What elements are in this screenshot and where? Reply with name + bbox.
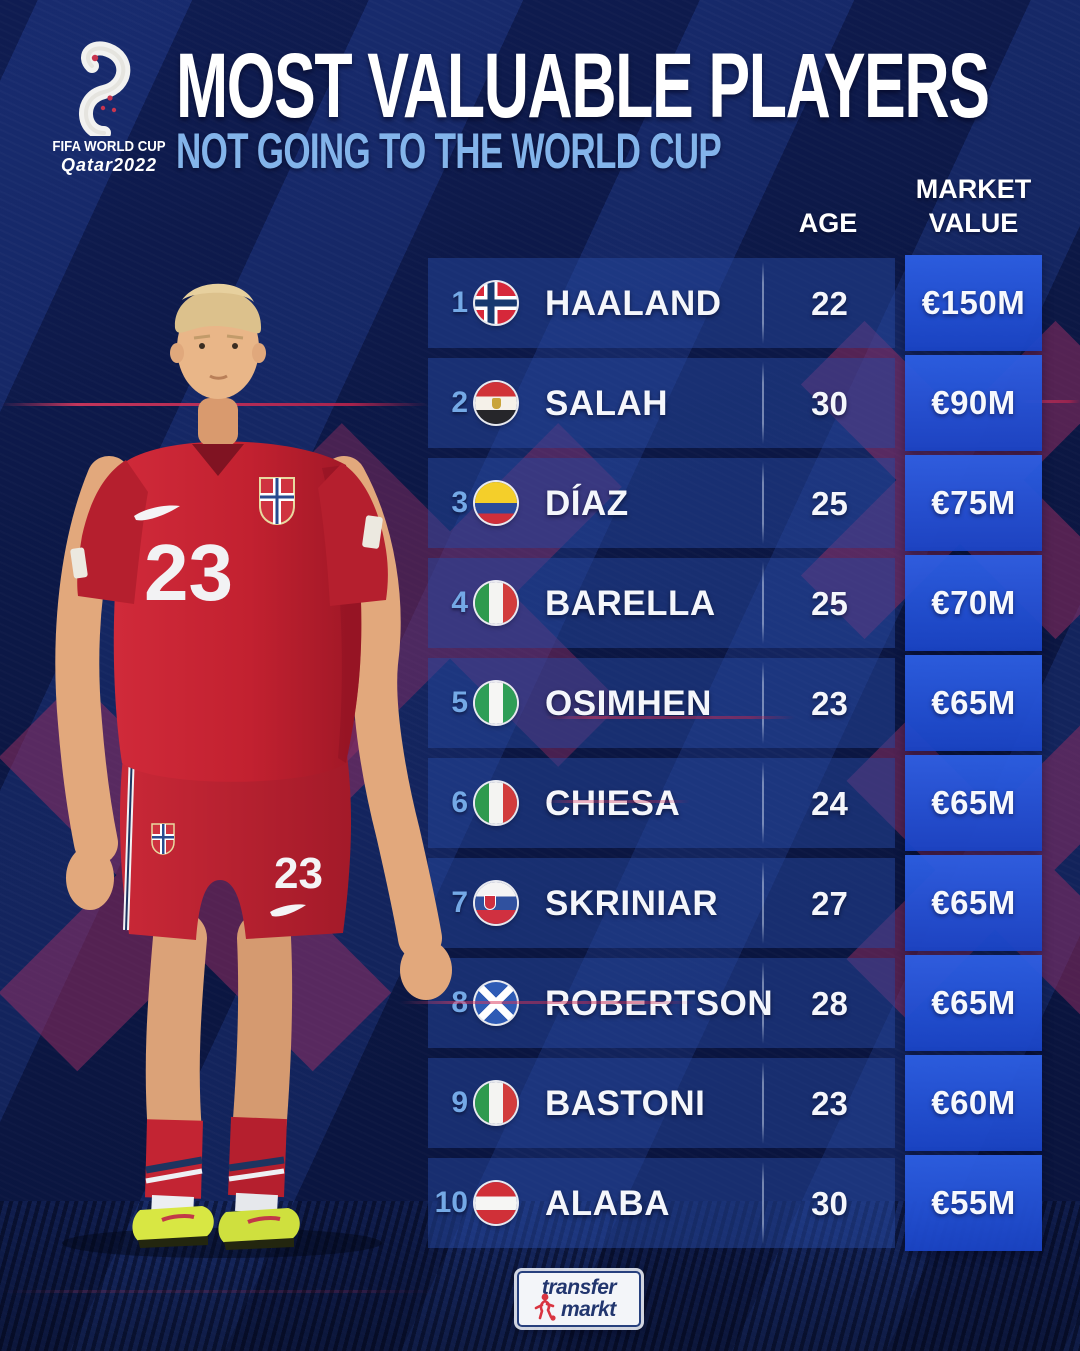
flag-italy-icon <box>475 782 517 824</box>
column-divider <box>762 462 764 544</box>
table-row: 1 HAALAND 22 €150M <box>428 255 1042 351</box>
age-value: 24 <box>811 785 848 822</box>
market-value-badge: €150M <box>905 255 1042 351</box>
market-value-text: €60M <box>931 1084 1016 1121</box>
column-header-age: AGE <box>798 208 858 238</box>
player-photo: 23 23 <box>55 283 452 1258</box>
market-value-badge: €70M <box>905 555 1042 651</box>
world-cup-emblem-icon <box>79 41 131 136</box>
player-name: ALABA <box>545 1184 670 1223</box>
column-divider <box>762 262 764 344</box>
age-value: 30 <box>811 1185 848 1222</box>
table-row: 3 DÍAZ 25 €75M <box>428 455 1042 551</box>
market-header-line1: MARKET <box>915 174 1032 204</box>
rank-label: 1 <box>451 286 468 319</box>
column-divider <box>762 1162 764 1244</box>
market-value-text: €65M <box>931 684 1016 721</box>
market-value-badge: €65M <box>905 855 1042 951</box>
player-name: DÍAZ <box>545 484 629 523</box>
market-value-badge: €75M <box>905 455 1042 551</box>
transfermarkt-logo: transfer markt <box>517 1271 641 1327</box>
shorts-number: 23 <box>274 849 323 898</box>
fifa-logo-year: Qatar2022 <box>60 155 158 175</box>
jersey-number: 23 <box>144 528 233 617</box>
column-header-market-value: MARKET VALUE <box>901 172 1046 240</box>
flag-scotland-icon <box>475 982 517 1024</box>
footballer-icon <box>534 1293 556 1321</box>
market-value-badge: €60M <box>905 1055 1042 1151</box>
age-value: 23 <box>811 685 848 722</box>
player-name: BARELLA <box>545 584 716 623</box>
age-value: 23 <box>811 1085 848 1122</box>
rank-label: 3 <box>451 486 468 519</box>
transfermarkt-logo-line2: markt <box>561 1298 616 1321</box>
market-value-badge: €55M <box>905 1155 1042 1251</box>
flag-nigeria-icon <box>475 682 517 724</box>
transfermarkt-logo-line1: transfer <box>541 1276 617 1299</box>
fifa-logo-text: FIFA WORLD CUP <box>52 138 166 155</box>
flag-italy-icon <box>475 582 517 624</box>
column-divider <box>762 362 764 444</box>
market-value-text: €55M <box>931 1184 1016 1221</box>
flag-austria-icon <box>475 1182 517 1224</box>
column-divider <box>762 662 764 744</box>
column-divider <box>762 1062 764 1144</box>
age-value: 28 <box>811 985 848 1022</box>
player-name: BASTONI <box>545 1084 706 1123</box>
age-value: 27 <box>811 885 848 922</box>
market-value-text: €65M <box>931 984 1016 1021</box>
flag-italy-icon <box>475 1082 517 1124</box>
flag-colombia-icon <box>475 482 517 524</box>
table-row: 7 SKRINIAR 27 €65M <box>428 855 1042 951</box>
market-value-badge: €65M <box>905 755 1042 851</box>
rank-label: 4 <box>451 586 468 619</box>
column-divider <box>762 762 764 844</box>
flag-slovakia-icon <box>475 882 517 924</box>
age-value: 25 <box>811 485 848 522</box>
page-subtitle: NOT GOING TO THE WORLD CUP <box>176 123 722 179</box>
player-name: SALAH <box>545 384 669 423</box>
age-value: 22 <box>811 285 848 322</box>
rank-label: 2 <box>451 386 468 419</box>
rank-label: 9 <box>451 1086 468 1119</box>
player-name: SKRINIAR <box>545 884 719 923</box>
market-value-text: €75M <box>931 484 1016 521</box>
table-row: 4 BARELLA 25 €70M <box>428 555 1042 651</box>
market-header-line2: VALUE <box>928 208 1019 238</box>
market-value-badge: €65M <box>905 955 1042 1051</box>
age-value: 25 <box>811 585 848 622</box>
market-value-text: €65M <box>931 884 1016 921</box>
market-value-badge: €90M <box>905 355 1042 451</box>
table-row: 6 CHIESA 24 €65M <box>428 755 1042 851</box>
table-row: 9 BASTONI 23 €60M <box>428 1055 1042 1151</box>
column-divider <box>762 862 764 944</box>
rank-label: 6 <box>451 786 468 819</box>
table-row: 8 ROBERTSON 28 €65M <box>428 955 1042 1051</box>
rank-label: 10 <box>434 1186 468 1219</box>
market-value-text: €150M <box>921 284 1026 321</box>
player-name: OSIMHEN <box>545 684 712 723</box>
table-row: 5 OSIMHEN 23 €65M <box>428 655 1042 751</box>
age-value: 30 <box>811 385 848 422</box>
table-row: 2 SALAH 30 €90M <box>428 355 1042 451</box>
market-value-text: €90M <box>931 384 1016 421</box>
flag-norway-icon <box>475 282 517 324</box>
page-title: MOST VALUABLE PLAYERS <box>176 35 990 137</box>
table-row: 10 ALABA 30 €55M <box>428 1155 1042 1251</box>
player-name: HAALAND <box>545 284 722 323</box>
fifa-world-cup-logo: FIFA WORLD CUP Qatar2022 <box>44 36 174 186</box>
market-value-text: €65M <box>931 784 1016 821</box>
glitch-line <box>0 1290 440 1293</box>
market-value-badge: €65M <box>905 655 1042 751</box>
column-divider <box>762 962 764 1044</box>
rank-label: 7 <box>451 886 468 919</box>
column-divider <box>762 562 764 644</box>
flag-egypt-icon <box>475 382 517 424</box>
player-name: CHIESA <box>545 784 681 823</box>
market-value-text: €70M <box>931 584 1016 621</box>
rank-label: 5 <box>451 686 468 719</box>
player-name: ROBERTSON <box>545 984 774 1023</box>
